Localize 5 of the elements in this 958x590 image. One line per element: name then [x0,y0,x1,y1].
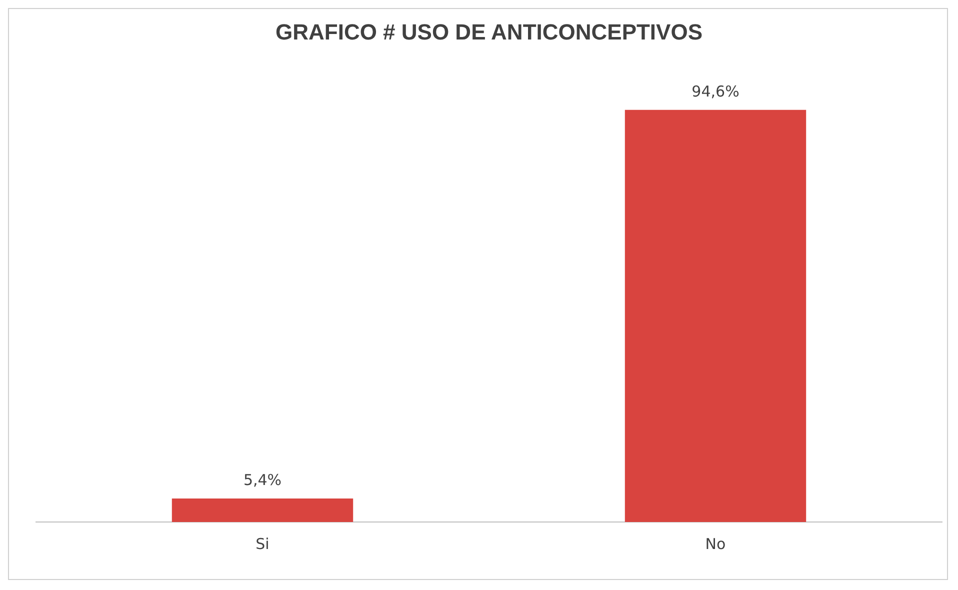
chart-title: GRAFICO # USO DE ANTICONCEPTIVOS [275,19,703,44]
data-label: 5,4% [243,470,282,489]
data-label: 94,6% [692,82,740,100]
x-tick-label: No [705,534,726,553]
x-tick-label: Si [256,534,270,553]
